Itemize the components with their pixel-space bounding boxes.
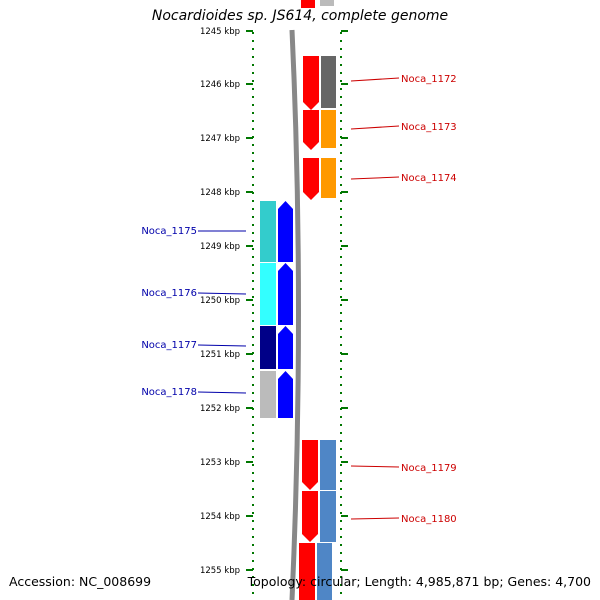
accession-label: Accession: NC_008699	[9, 574, 152, 589]
gene-arrow-noca_1175[interactable]	[278, 201, 293, 262]
gene-leader-line	[350, 465, 400, 468]
gene-leader-line	[197, 292, 247, 295]
label-layer: Noca_1172 Noca_1173 Noca_1174 Noca_1179 Noca…	[141, 74, 456, 525]
gene-block-noca_1172[interactable]	[321, 56, 336, 108]
gene-leader-line	[350, 176, 400, 180]
gene-label-noca_1180[interactable]: Noca_1180	[401, 514, 457, 525]
gene-block-noca_1176[interactable]	[260, 263, 276, 325]
tick-label: 1248 kbp	[200, 188, 240, 198]
tick-label: 1253 kbp	[200, 458, 240, 468]
gene-label-noca_1175[interactable]: Noca_1175	[141, 226, 197, 237]
genome-summary: Topology: circular; Length: 4,985,871 bp…	[247, 574, 591, 589]
tick-label: 1252 kbp	[200, 404, 240, 414]
gene-block-noca_1180[interactable]	[320, 491, 336, 542]
gene-arrow-noca_1176[interactable]	[278, 263, 293, 325]
gene-arrow-offscreen[interactable]	[320, 0, 334, 6]
gene-arrow-noca_1174[interactable]	[303, 158, 319, 200]
genome-backbone	[289, 29, 301, 600]
gene-label-noca_1177[interactable]: Noca_1177	[141, 340, 197, 351]
tick-label: 1250 kbp	[200, 296, 240, 306]
gene-block-noca_1174[interactable]	[321, 158, 336, 198]
tick-layer: 1245 kbp 1246 kbp 1247 kbp 1248 kbp 1249 kbp…	[200, 27, 348, 576]
gene-arrow-noca_1177[interactable]	[278, 326, 293, 369]
gene-leader-line	[350, 77, 400, 82]
gene-arrow-noca_1178[interactable]	[278, 371, 293, 418]
genome-title: Nocardioides sp. JS614, complete genome	[151, 8, 449, 24]
gene-arrow-noca_1180[interactable]	[302, 491, 318, 542]
tick-label: 1251 kbp	[200, 350, 240, 360]
gene-label-noca_1172[interactable]: Noca_1172	[401, 74, 457, 85]
gene-label-noca_1179[interactable]: Noca_1179	[401, 463, 457, 474]
tick-label: 1249 kbp	[200, 242, 240, 252]
gene-block-noca_1177[interactable]	[260, 326, 276, 369]
gene-arrow-offscreen[interactable]	[299, 543, 315, 600]
gene-label-noca_1173[interactable]: Noca_1173	[401, 122, 457, 133]
gene-label-noca_1174[interactable]: Noca_1174	[401, 173, 457, 184]
tick-label: 1245 kbp	[200, 27, 240, 37]
gene-block-noca_1173[interactable]	[321, 110, 336, 148]
gene-arrow-offscreen[interactable]	[317, 543, 332, 600]
gene-arrow-noca_1179[interactable]	[302, 440, 318, 490]
tick-label: 1247 kbp	[200, 134, 240, 144]
tick-label: 1255 kbp	[200, 566, 240, 576]
gene-arrow-noca_1172[interactable]	[303, 56, 319, 110]
tick-label: 1246 kbp	[200, 80, 240, 90]
gene-layer	[260, 0, 336, 600]
gene-block-noca_1179[interactable]	[320, 440, 336, 490]
gene-label-noca_1176[interactable]: Noca_1176	[141, 288, 197, 299]
gene-leader-line	[350, 517, 400, 520]
gene-leader-line	[350, 125, 400, 130]
gene-block-noca_1178[interactable]	[260, 371, 276, 418]
gene-arrow-offscreen[interactable]	[301, 0, 315, 8]
gene-block-noca_1175[interactable]	[260, 201, 276, 262]
tick-label: 1254 kbp	[200, 512, 240, 522]
gene-label-noca_1178[interactable]: Noca_1178	[141, 387, 197, 398]
gene-leader-line	[197, 391, 247, 394]
gene-leader-line	[197, 344, 247, 347]
gene-arrow-noca_1173[interactable]	[303, 110, 319, 150]
